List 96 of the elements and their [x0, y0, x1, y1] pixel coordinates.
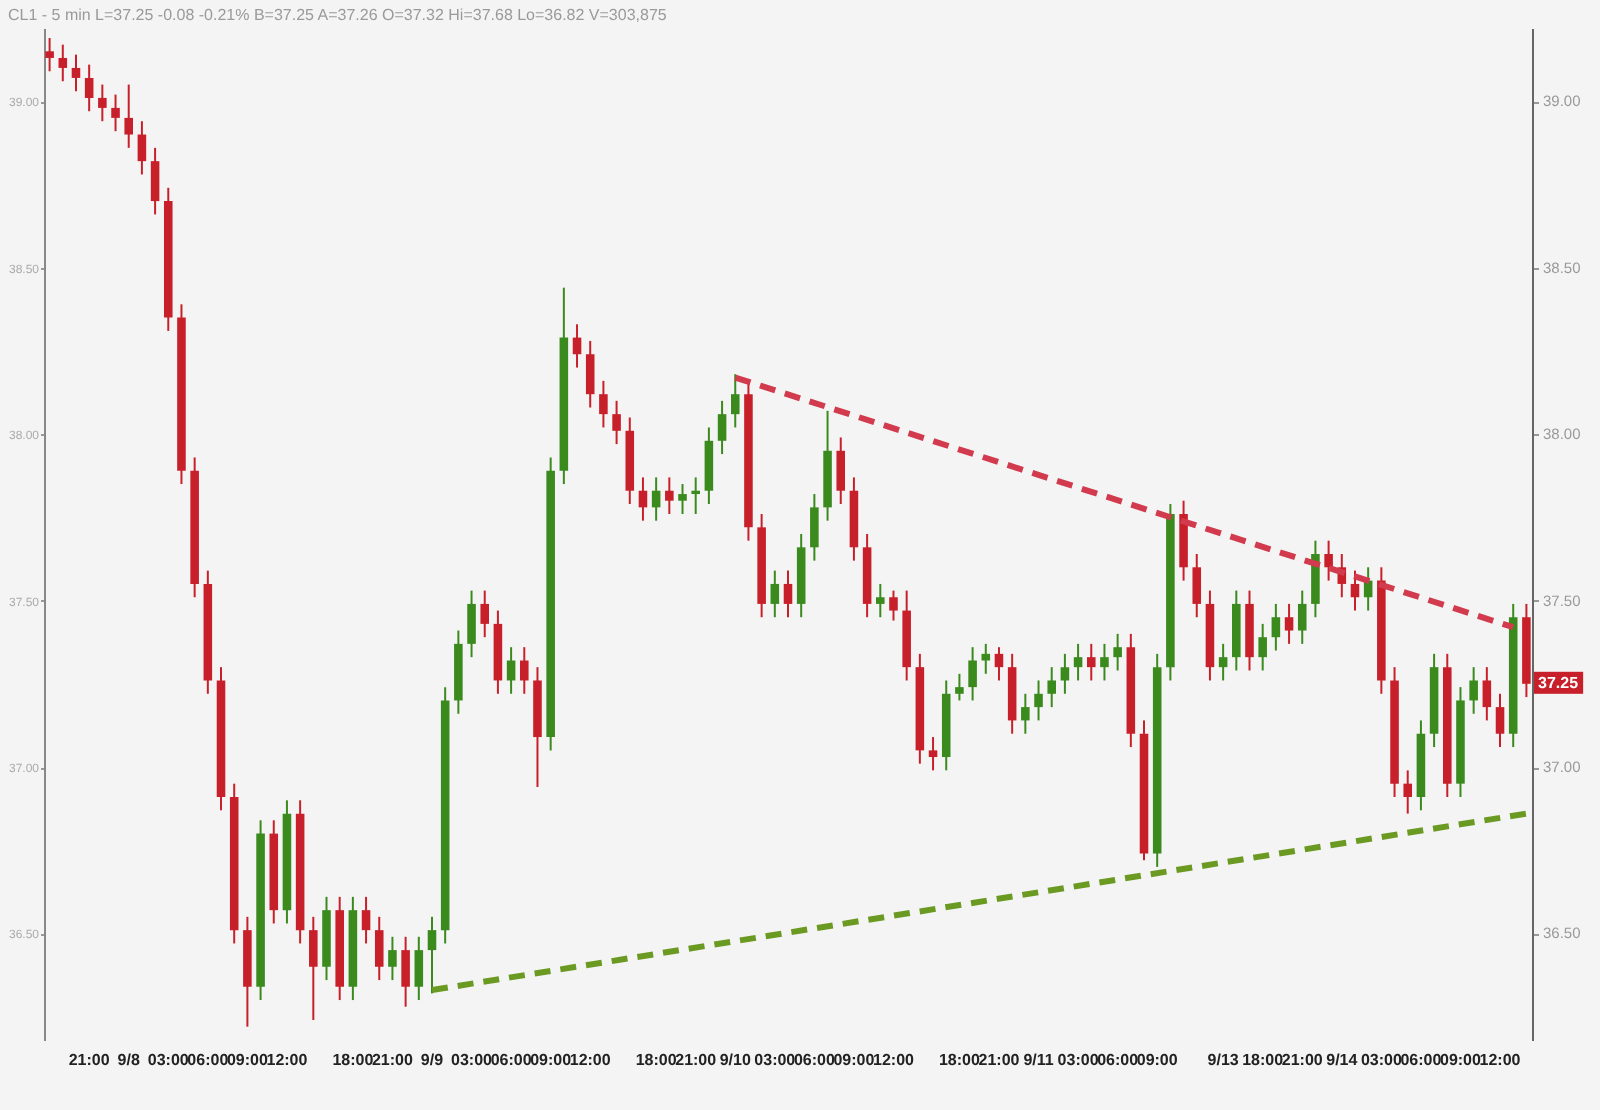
candlestick — [1073, 642, 1083, 682]
candlestick — [770, 569, 780, 619]
x-tick-label: 21:00 — [68, 1051, 111, 1069]
candlestick — [84, 63, 94, 113]
x-tick-label: 12:00 — [873, 1051, 916, 1069]
candlestick — [427, 915, 437, 995]
candlestick — [1192, 552, 1202, 619]
candlestick — [1100, 642, 1109, 682]
candlestick — [137, 120, 147, 176]
x-tick-label: 9/9 — [420, 1051, 445, 1069]
x-tick-label: 9/13 — [1207, 1051, 1240, 1069]
x-tick-label: 12:00 — [569, 1051, 612, 1069]
x-tick-label: 21:00 — [675, 1051, 718, 1069]
x-tick-label: 21:00 — [1281, 1051, 1324, 1069]
x-tick-label: 06:00 — [490, 1051, 533, 1069]
candlestick — [1218, 642, 1228, 682]
x-tick-label: 03:00 — [451, 1051, 494, 1069]
candlestick — [1060, 652, 1070, 695]
candlestick — [1021, 692, 1030, 735]
x-tick-label: 09:00 — [1136, 1051, 1179, 1069]
candlestick — [836, 436, 846, 506]
candlestick — [876, 582, 885, 619]
candlestick — [1284, 602, 1294, 645]
x-tick-label: 18:00 — [1242, 1051, 1285, 1069]
x-tick-label: 09:00 — [226, 1051, 269, 1069]
candlestick — [1324, 539, 1333, 582]
candlestick — [1086, 642, 1096, 682]
candlestick — [374, 915, 384, 982]
candlestick — [480, 589, 490, 639]
x-tick-label: 9/11 — [1023, 1051, 1055, 1069]
candlestick — [1482, 666, 1492, 722]
x-tick-label: 06:00 — [187, 1051, 230, 1069]
candlestick — [981, 642, 991, 675]
candlestick — [691, 476, 700, 516]
candlestick — [651, 476, 661, 522]
x-tick-label: 18:00 — [635, 1051, 678, 1069]
candlestick — [678, 483, 687, 516]
candlestick — [467, 589, 476, 659]
candlestick — [1469, 666, 1478, 715]
candlestick — [810, 493, 819, 562]
x-tick-label: 09:00 — [530, 1051, 573, 1069]
x-tick-label: 06:00 — [1097, 1051, 1140, 1069]
candlestick — [955, 672, 964, 702]
x-tick-label: 03:00 — [1057, 1051, 1100, 1069]
chart-subtitle: CL1 - 5 min L=37.25 -0.08 -0.21% B=37.25 A=37.26 O=37.32 Hi=37.68 Lo=36.82 V=303,875 — [7, 6, 668, 24]
x-tick-label: 09:00 — [1440, 1051, 1483, 1069]
candlestick — [1034, 679, 1043, 722]
candlestick — [414, 935, 424, 1002]
candlestick — [665, 476, 674, 516]
candlestick — [928, 736, 938, 772]
x-tick-label: 06:00 — [793, 1051, 836, 1069]
candlestick — [1113, 632, 1122, 672]
candlestick — [1258, 622, 1267, 672]
candlestick — [730, 373, 740, 429]
candlestick — [1350, 569, 1360, 612]
candlestick — [612, 399, 621, 446]
candlestick — [889, 589, 898, 622]
x-tick-label: 9/14 — [1326, 1051, 1359, 1069]
x-tick-label: 21:00 — [371, 1051, 414, 1069]
candlestick — [1403, 769, 1413, 815]
candlestick — [783, 569, 793, 619]
x-tick-label: 03:00 — [1360, 1051, 1403, 1069]
x-tick-label: 9/8 — [117, 1051, 141, 1069]
candlestick — [309, 915, 318, 1022]
candlestick — [520, 646, 529, 695]
candlestick — [994, 646, 1004, 682]
candlestick — [150, 146, 160, 216]
x-tick-label: 12:00 — [1479, 1051, 1522, 1069]
x-tick-label: 18:00 — [938, 1051, 981, 1069]
candlestick — [1047, 666, 1056, 709]
candlestick — [968, 646, 977, 702]
candlestick — [585, 339, 595, 409]
candlestick — [572, 323, 582, 369]
candlestick — [1495, 692, 1505, 749]
candlestick — [638, 476, 648, 522]
candlestick — [599, 379, 608, 429]
candlestick — [111, 93, 120, 133]
candlestick — [58, 43, 68, 83]
candlestick — [1271, 602, 1281, 652]
x-tick-label: 03:00 — [147, 1051, 190, 1069]
x-tick-label: 12:00 — [266, 1051, 309, 1069]
candlestick — [401, 935, 410, 1008]
candlestick — [717, 399, 727, 456]
candlestick — [45, 36, 54, 73]
candlestick — [1297, 589, 1307, 645]
x-tick-label: 18:00 — [332, 1051, 375, 1069]
x-tick-label: 03:00 — [754, 1051, 797, 1069]
candlestick — [71, 53, 81, 93]
candlestick — [98, 83, 107, 123]
x-tick-label: 9/10 — [719, 1051, 752, 1069]
candlestick — [124, 83, 133, 149]
candlestick — [361, 895, 371, 945]
x-tick-label: 21:00 — [978, 1051, 1021, 1069]
candlestick — [388, 935, 397, 982]
x-tick-label: 06:00 — [1400, 1051, 1443, 1069]
x-tick-label: 09:00 — [833, 1051, 876, 1069]
